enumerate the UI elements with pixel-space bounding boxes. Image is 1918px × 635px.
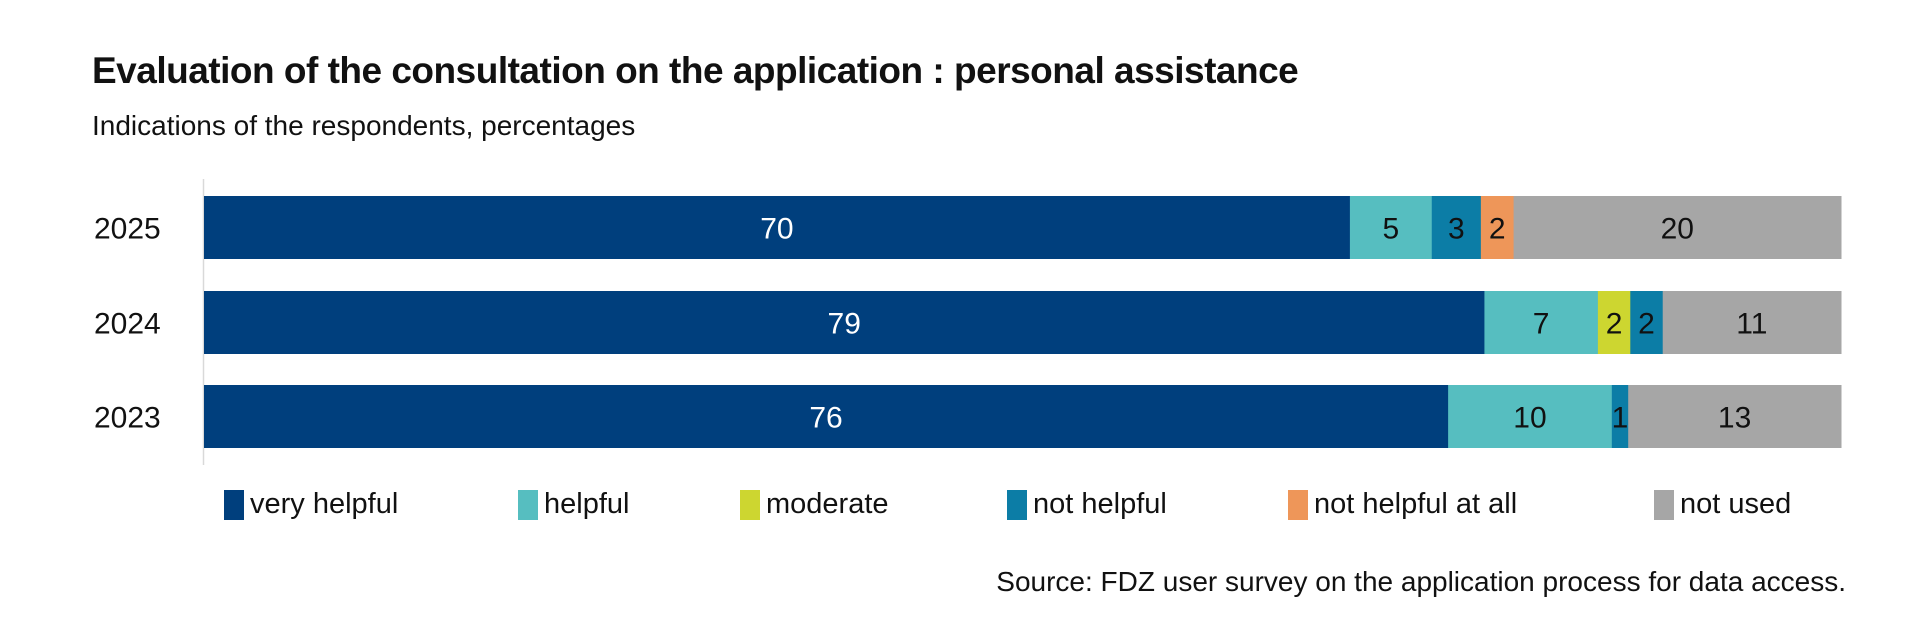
legend-item: helpful [518, 488, 629, 521]
chart-subtitle: Indications of the respondents, percenta… [92, 110, 636, 141]
legend-swatch [740, 489, 760, 520]
data-label: 13 [1718, 402, 1751, 435]
bar-segment [204, 196, 1351, 259]
bar-segment [1484, 291, 1599, 354]
bar-segment [1628, 385, 1842, 448]
legend-label: helpful [544, 488, 630, 520]
legend-swatch [518, 489, 538, 520]
data-label: 3 [1448, 213, 1465, 246]
y-tick-label: 2024 [94, 308, 161, 341]
bar-segment [1611, 385, 1629, 448]
legend-label: not used [1680, 488, 1792, 520]
legend-swatch [1654, 489, 1674, 520]
bar-segment [1349, 196, 1433, 259]
legend-item: not helpful at all [1288, 488, 1517, 521]
data-label: 20 [1661, 213, 1694, 246]
bar-segment [1662, 291, 1842, 354]
y-tick-label: 2023 [94, 402, 161, 435]
chart-title: Evaluation of the consultation on the ap… [92, 50, 1299, 91]
legend: very helpful helpful moderate not helpful no… [0, 488, 1918, 528]
bar-segment [1513, 196, 1842, 259]
legend-label: not helpful at all [1314, 488, 1518, 520]
bar-segment [1448, 385, 1613, 448]
legend-label: not helpful [1033, 488, 1167, 520]
bar-segment [204, 385, 1449, 448]
data-label: 2 [1606, 308, 1623, 341]
y-tick-label: 2025 [94, 213, 161, 246]
bar-segment [1431, 196, 1482, 259]
bar-segment [204, 291, 1485, 354]
legend-item: very helpful [224, 488, 398, 521]
bar-segment [1480, 196, 1515, 259]
bar-segment [1597, 291, 1631, 354]
data-label: 5 [1382, 213, 1399, 246]
legend-item: not helpful [1007, 488, 1167, 521]
legend-swatch [1288, 489, 1308, 520]
source-note: Source: FDZ user survey on the applicati… [996, 566, 1846, 597]
data-label: 7 [1533, 308, 1550, 341]
data-label: 79 [828, 308, 861, 341]
legend-label: very helpful [250, 488, 399, 520]
legend-swatch [224, 489, 244, 520]
data-label: 70 [760, 213, 793, 246]
legend-item: moderate [740, 488, 889, 521]
legend-item: not used [1654, 488, 1791, 521]
data-label: 11 [1736, 308, 1767, 341]
bar-segment [1630, 291, 1664, 354]
data-label: 76 [809, 402, 842, 435]
data-label: 1 [1612, 402, 1629, 435]
data-label: 2 [1638, 308, 1655, 341]
legend-label: moderate [766, 488, 889, 520]
legend-swatch [1007, 489, 1027, 520]
data-label: 2 [1489, 213, 1506, 246]
data-label: 10 [1513, 402, 1546, 435]
